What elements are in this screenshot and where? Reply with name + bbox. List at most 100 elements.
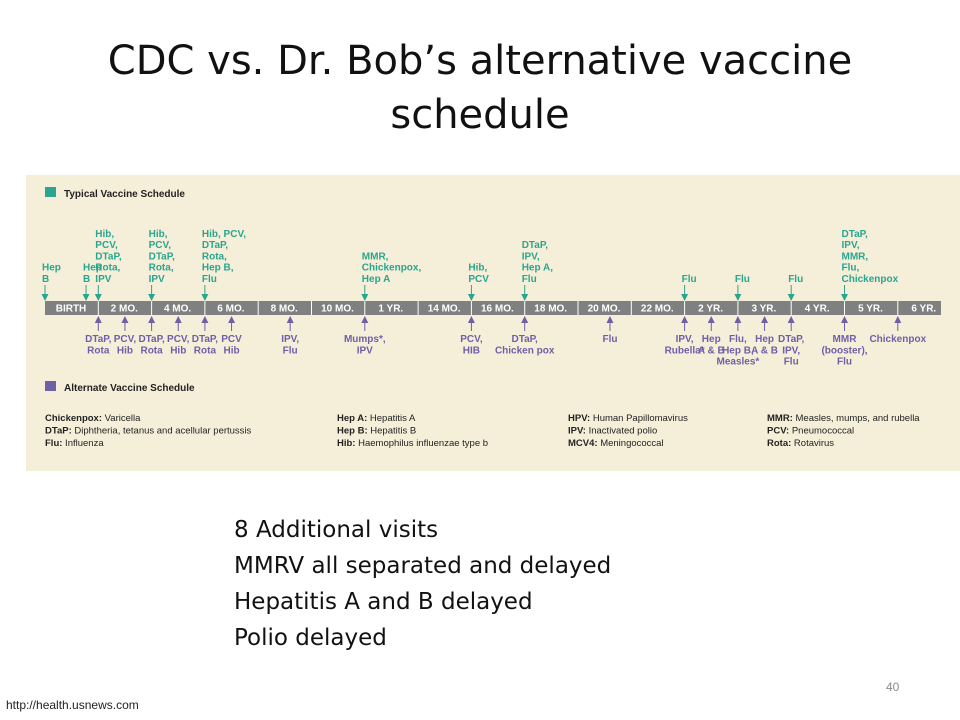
timeline-age-label: 18 MO.	[534, 304, 567, 315]
typical-arrow-head	[787, 294, 795, 301]
alternate-vaccine-line: Hep B,	[722, 345, 754, 356]
typical-vaccine-line: Hep	[42, 263, 61, 274]
alternate-vaccine-line: DTaP,	[512, 334, 539, 345]
timeline-age-label: 2 MO.	[111, 304, 138, 315]
bullet-item: Polio delayed	[234, 625, 387, 651]
alternate-arrow-head	[361, 316, 369, 323]
alternate-arrow-head	[121, 316, 129, 323]
timeline-age-label: 3 YR.	[751, 304, 776, 315]
alternate-vaccine-line: PCV,	[460, 334, 483, 345]
typical-vaccine-line: B	[42, 274, 49, 285]
alternate-schedule-title: Alternate Vaccine Schedule	[64, 383, 195, 394]
alternate-arrow-head	[841, 316, 848, 323]
timeline-age-label: 10 MO.	[321, 304, 354, 315]
typical-vaccine-line: Flu,	[842, 263, 860, 274]
typical-vaccine-line: Hep A,	[522, 263, 554, 274]
legend-definition: Hepatitis A	[367, 413, 416, 424]
legend-term: Hib:	[337, 438, 355, 449]
alternate-arrow-head	[286, 316, 294, 323]
typical-vaccine-line: DTaP,	[842, 229, 869, 240]
typical-vaccine-line: Hep B,	[202, 263, 234, 274]
alternate-vaccine-line: PCV,	[114, 334, 137, 345]
timeline-age-label: 2 YR.	[698, 304, 723, 315]
legend-definition: Measles, mumps, and rubella	[793, 413, 920, 424]
typical-vaccine-line: MMR,	[362, 251, 389, 262]
title-line-2: schedule	[390, 92, 570, 138]
legend-definition: Diphtheria, tetanus and acellular pertus…	[72, 426, 252, 437]
alternate-vaccine-label: DTaP, Rota	[85, 334, 112, 356]
legend-definition: Inactivated polio	[586, 426, 657, 437]
legend-entry: MMR: Measles, mumps, and rubella	[767, 413, 920, 424]
typical-vaccine-label: Hib, PCV	[468, 263, 489, 285]
typical-vaccine-line: Hep A	[362, 274, 391, 285]
bullet-list: 8 Additional visits MMRV all separated a…	[234, 512, 611, 656]
alternate-vaccine-line: (booster),	[821, 345, 867, 356]
typical-vaccine-line: DTaP,	[522, 240, 549, 251]
bullet-item: MMRV all separated and delayed	[234, 553, 612, 579]
typical-vaccine-line: Flu	[522, 274, 537, 285]
typical-vaccine-label: Hep B	[42, 263, 61, 285]
typical-arrow-head	[734, 294, 742, 301]
legend-term: HPV:	[568, 413, 590, 424]
typical-arrow-head	[521, 294, 529, 301]
typical-vaccine-label: MMR, Chickenpox, Hep A	[362, 251, 422, 285]
alternate-vaccine-line: Flu	[602, 334, 617, 345]
legend-term: Hep A:	[337, 413, 367, 424]
alternate-vaccine-line: IPV,	[281, 334, 299, 345]
typical-vaccine-line: PCV,	[149, 240, 172, 251]
legend-term: Chickenpox:	[45, 413, 102, 424]
typical-vaccine-label: Flu	[788, 274, 803, 285]
alternate-vaccine-line: IPV	[357, 345, 373, 356]
typical-vaccine-line: Flu	[202, 274, 217, 285]
typical-arrow-head	[148, 294, 156, 301]
alternate-vaccine-label: Flu, Hep B, Measles*	[716, 334, 759, 368]
typical-vaccine-line: Chickenpox	[842, 274, 899, 285]
alternate-vaccine-label: Flu	[602, 334, 617, 345]
alternate-arrow-head	[228, 316, 236, 323]
typical-vaccine-label: DTaP, IPV, Hep A, Flu	[522, 240, 554, 285]
legend-entry: Hep B: Hepatitis B	[337, 426, 416, 437]
legend-definition: Haemophilus influenzae type b	[355, 438, 488, 449]
alternate-vaccine-line: Measles*	[716, 357, 759, 368]
alternate-vaccine-line: DTaP,	[85, 334, 112, 345]
timeline-age-label: 4 YR.	[805, 304, 830, 315]
alternate-arrow-head	[707, 316, 715, 323]
alternate-vaccine-line: Hib	[170, 345, 186, 356]
legend-definition: Varicella	[102, 413, 141, 424]
legend-entry: DTaP: Diphtheria, tetanus and acellular …	[45, 426, 252, 437]
typical-vaccine-line: IPV	[149, 274, 165, 285]
source-link[interactable]: http://health.usnews.com	[6, 698, 139, 712]
alternate-vaccine-line: Hib	[223, 345, 239, 356]
alternate-vaccine-label: IPV, Flu	[281, 334, 299, 356]
legend-term: MCV4:	[568, 438, 598, 449]
alternate-arrow-head	[467, 316, 475, 323]
bullet-item: Hepatitis A and B delayed	[234, 589, 533, 615]
legend-term: MMR:	[767, 413, 793, 424]
alternate-vaccine-line: Flu	[837, 357, 852, 368]
legend-entry: MCV4: Meningococcal	[568, 438, 664, 449]
typical-vaccine-line: IPV	[95, 274, 111, 285]
legend-definition: Human Papillomavirus	[590, 413, 688, 424]
typical-vaccine-label: Hib, PCV, DTaP, Rota, Hep B, Flu	[202, 229, 246, 285]
typical-arrow-head	[201, 294, 209, 301]
alternate-vaccine-line: Flu	[283, 345, 298, 356]
legend-term: Hep B:	[337, 426, 368, 437]
typical-vaccine-line: MMR,	[842, 251, 869, 262]
alternate-legend-swatch	[45, 381, 56, 391]
alternate-vaccine-line: DTaP,	[138, 334, 165, 345]
alternate-arrow-head	[734, 316, 742, 323]
alternate-vaccine-line: IPV,	[782, 345, 800, 356]
vaccine-schedule-diagram: Typical Vaccine Schedule Alternate Vaccin…	[41, 187, 941, 449]
alternate-vaccine-label: Hep A & B	[698, 334, 725, 356]
alternate-arrow-head	[148, 316, 156, 323]
timeline-age-label: BIRTH	[56, 304, 87, 315]
legend-definition: Hepatitis B	[368, 426, 417, 437]
alternate-vaccine-label: Chickenpox	[869, 334, 926, 345]
typical-vaccine-line: Hep	[83, 263, 102, 274]
typical-vaccine-line: DTaP,	[95, 251, 122, 262]
timeline-age-label: 6 YR.	[911, 304, 936, 315]
typical-arrow-head	[82, 294, 90, 301]
legend-entry: Hib: Haemophilus influenzae type b	[337, 438, 488, 449]
legend-entry: Rota: Rotavirus	[767, 438, 834, 449]
timeline-age-label: 16 MO.	[481, 304, 514, 315]
